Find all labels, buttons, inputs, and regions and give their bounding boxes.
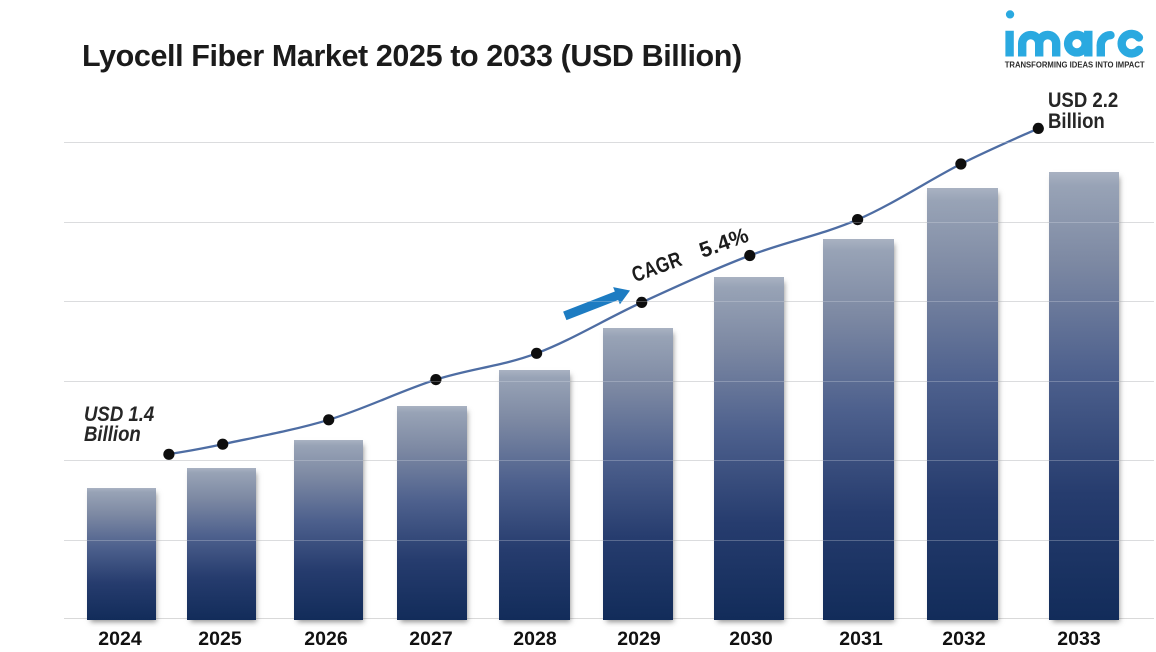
svg-text:TRANSFORMING IDEAS INTO IMPACT: TRANSFORMING IDEAS INTO IMPACT [1005, 61, 1145, 70]
